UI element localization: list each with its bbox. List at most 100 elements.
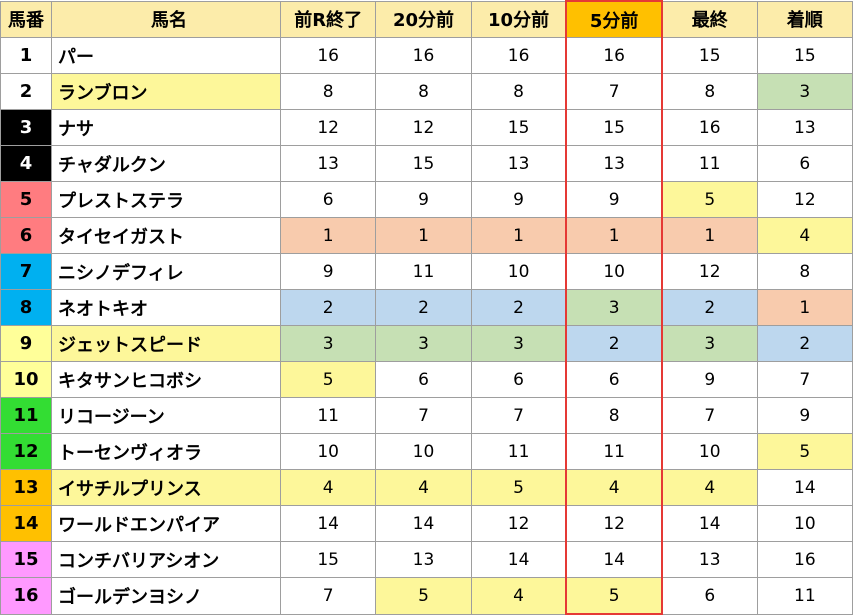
cell-finish-order: 10 [756, 505, 854, 542]
horse-number: 13 [0, 469, 52, 506]
table-row: 10 キタサンヒコボシ 5 6 6 6 9 7 [0, 361, 854, 398]
cell-5min-before: 11 [565, 433, 663, 470]
cell-10min-before: 10 [470, 253, 567, 290]
cell-final: 14 [661, 505, 758, 542]
horse-name: ワールドエンパイア [51, 505, 281, 542]
horse-number: 5 [0, 181, 52, 218]
table-row: 1 パー 16 16 16 16 15 15 [0, 37, 854, 74]
cell-10min-before: 8 [470, 73, 567, 110]
horse-number: 11 [0, 397, 52, 434]
cell-10min-before: 2 [470, 289, 567, 326]
cell-prev-race-end: 1 [279, 217, 377, 254]
cell-finish-order: 2 [756, 325, 854, 362]
cell-20min-before: 1 [375, 217, 472, 254]
horse-number: 4 [0, 145, 52, 182]
horse-name: ニシノデフィレ [51, 253, 281, 290]
table-row: 5 プレストステラ 6 9 9 9 5 12 [0, 181, 854, 218]
horse-number: 8 [0, 289, 52, 326]
table-body: 1 パー 16 16 16 16 15 15 2 ランブロン 8 8 8 7 8 3 3 ナサ 12 12 15 15 16… [0, 37, 854, 615]
cell-10min-before: 6 [470, 361, 567, 398]
horse-name: パー [51, 37, 281, 74]
horse-number: 16 [0, 577, 52, 615]
header-horse-name: 馬名 [51, 0, 281, 38]
cell-final: 16 [661, 109, 758, 146]
table-row: 16 ゴールデンヨシノ 7 5 4 5 6 11 [0, 577, 854, 615]
cell-20min-before: 6 [375, 361, 472, 398]
cell-final: 10 [661, 433, 758, 470]
cell-final: 6 [661, 577, 758, 615]
horse-number: 3 [0, 109, 52, 146]
horse-name: イサチルプリンス [51, 469, 281, 506]
cell-20min-before: 12 [375, 109, 472, 146]
cell-20min-before: 15 [375, 145, 472, 182]
cell-20min-before: 8 [375, 73, 472, 110]
cell-10min-before: 7 [470, 397, 567, 434]
cell-finish-order: 3 [756, 73, 854, 110]
cell-5min-before: 9 [565, 181, 663, 218]
cell-5min-before: 16 [565, 37, 663, 74]
table-row: 11 リコージーン 11 7 7 8 7 9 [0, 397, 854, 434]
cell-10min-before: 9 [470, 181, 567, 218]
cell-final: 3 [661, 325, 758, 362]
cell-finish-order: 13 [756, 109, 854, 146]
header-10min-before: 10分前 [470, 0, 567, 38]
cell-5min-before: 15 [565, 109, 663, 146]
cell-prev-race-end: 4 [279, 469, 377, 506]
cell-prev-race-end: 15 [279, 541, 377, 578]
cell-10min-before: 12 [470, 505, 567, 542]
cell-prev-race-end: 6 [279, 181, 377, 218]
table-row: 6 タイセイガスト 1 1 1 1 1 4 [0, 217, 854, 254]
horse-number: 12 [0, 433, 52, 470]
cell-10min-before: 11 [470, 433, 567, 470]
cell-5min-before: 1 [565, 217, 663, 254]
horse-name: ゴールデンヨシノ [51, 577, 281, 615]
cell-10min-before: 5 [470, 469, 567, 506]
horse-number: 9 [0, 325, 52, 362]
table-row: 9 ジェットスピード 3 3 3 2 3 2 [0, 325, 854, 362]
cell-final: 7 [661, 397, 758, 434]
cell-10min-before: 14 [470, 541, 567, 578]
horse-number: 7 [0, 253, 52, 290]
cell-final: 1 [661, 217, 758, 254]
cell-20min-before: 3 [375, 325, 472, 362]
cell-finish-order: 7 [756, 361, 854, 398]
header-20min-before: 20分前 [375, 0, 472, 38]
cell-finish-order: 15 [756, 37, 854, 74]
horse-name: リコージーン [51, 397, 281, 434]
cell-prev-race-end: 12 [279, 109, 377, 146]
cell-10min-before: 3 [470, 325, 567, 362]
table-row: 15 コンチバリアシオン 15 13 14 14 13 16 [0, 541, 854, 578]
cell-5min-before: 12 [565, 505, 663, 542]
cell-final: 4 [661, 469, 758, 506]
cell-10min-before: 1 [470, 217, 567, 254]
cell-5min-before: 14 [565, 541, 663, 578]
header-finish-order: 着順 [756, 0, 854, 38]
table-row: 4 チャダルクン 13 15 13 13 11 6 [0, 145, 854, 182]
cell-final: 12 [661, 253, 758, 290]
cell-final: 9 [661, 361, 758, 398]
table-row: 12 トーセンヴィオラ 10 10 11 11 10 5 [0, 433, 854, 470]
cell-20min-before: 4 [375, 469, 472, 506]
table-row: 7 ニシノデフィレ 9 11 10 10 12 8 [0, 253, 854, 290]
cell-5min-before: 8 [565, 397, 663, 434]
cell-20min-before: 16 [375, 37, 472, 74]
cell-10min-before: 15 [470, 109, 567, 146]
cell-prev-race-end: 14 [279, 505, 377, 542]
cell-prev-race-end: 13 [279, 145, 377, 182]
cell-final: 5 [661, 181, 758, 218]
cell-20min-before: 7 [375, 397, 472, 434]
cell-20min-before: 5 [375, 577, 472, 615]
cell-10min-before: 16 [470, 37, 567, 74]
horse-name: ネオトキオ [51, 289, 281, 326]
cell-finish-order: 16 [756, 541, 854, 578]
cell-5min-before: 6 [565, 361, 663, 398]
cell-10min-before: 4 [470, 577, 567, 615]
header-5min-before: 5分前 [565, 0, 663, 38]
cell-10min-before: 13 [470, 145, 567, 182]
cell-finish-order: 14 [756, 469, 854, 506]
cell-final: 15 [661, 37, 758, 74]
cell-20min-before: 11 [375, 253, 472, 290]
cell-final: 13 [661, 541, 758, 578]
cell-finish-order: 1 [756, 289, 854, 326]
